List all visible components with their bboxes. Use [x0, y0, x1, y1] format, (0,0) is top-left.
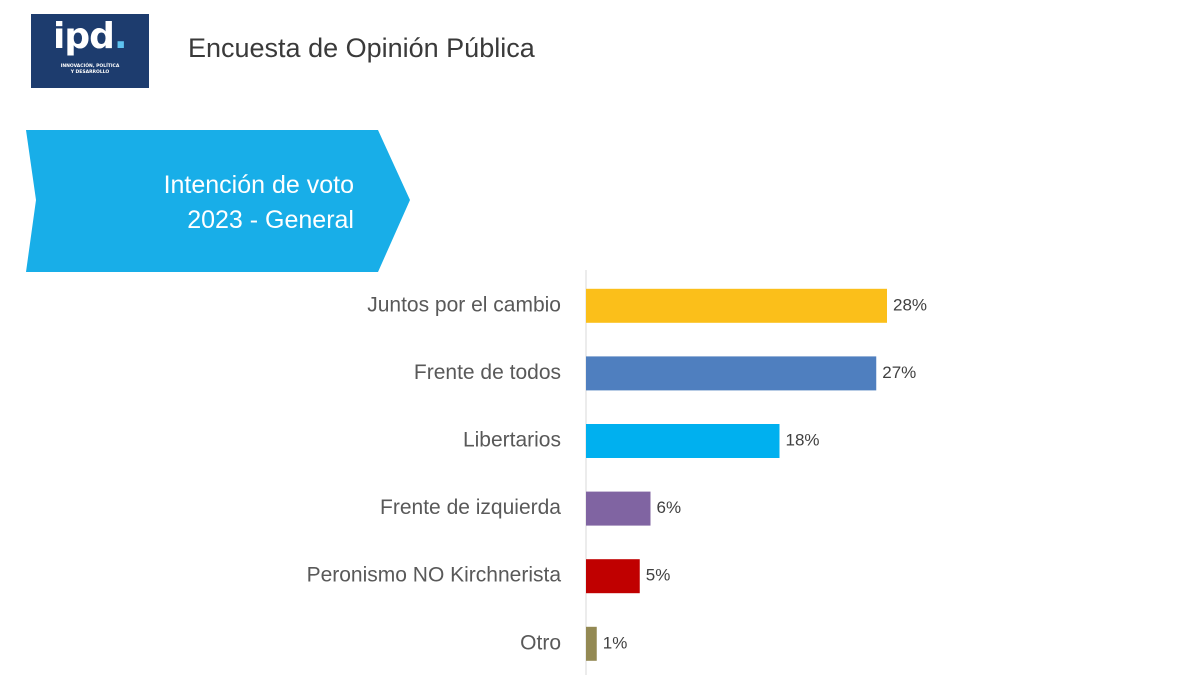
chart-title-banner: Intención de voto 2023 - General — [26, 130, 410, 272]
category-label: Frente de todos — [414, 361, 561, 384]
value-label: 27% — [882, 363, 916, 382]
value-label: 28% — [893, 295, 927, 314]
value-label: 5% — [646, 566, 671, 585]
value-label: 6% — [657, 498, 682, 517]
category-label: Juntos por el cambio — [367, 293, 561, 316]
category-label: Peronismo NO Kirchnerista — [307, 564, 562, 587]
bar — [586, 491, 651, 526]
banner-title-line1: Intención de voto — [163, 171, 354, 199]
bar — [586, 288, 887, 323]
bar — [586, 626, 597, 661]
bar — [586, 356, 877, 391]
category-label: Otro — [520, 631, 561, 654]
banner-title-line2: 2023 - General — [187, 206, 354, 234]
page-title: Encuesta de Opinión Pública — [188, 33, 535, 63]
category-label: Libertarios — [463, 429, 561, 452]
ipd-logo: ipd. INNOVACIÓN, POLÍTICA Y DESARROLLO — [31, 14, 149, 88]
value-label: 18% — [786, 430, 820, 449]
bar — [586, 424, 780, 458]
bar — [586, 559, 640, 594]
banner-arrow-shape — [26, 130, 410, 272]
value-label: 1% — [603, 633, 628, 652]
category-label: Frente de izquierda — [380, 496, 561, 519]
